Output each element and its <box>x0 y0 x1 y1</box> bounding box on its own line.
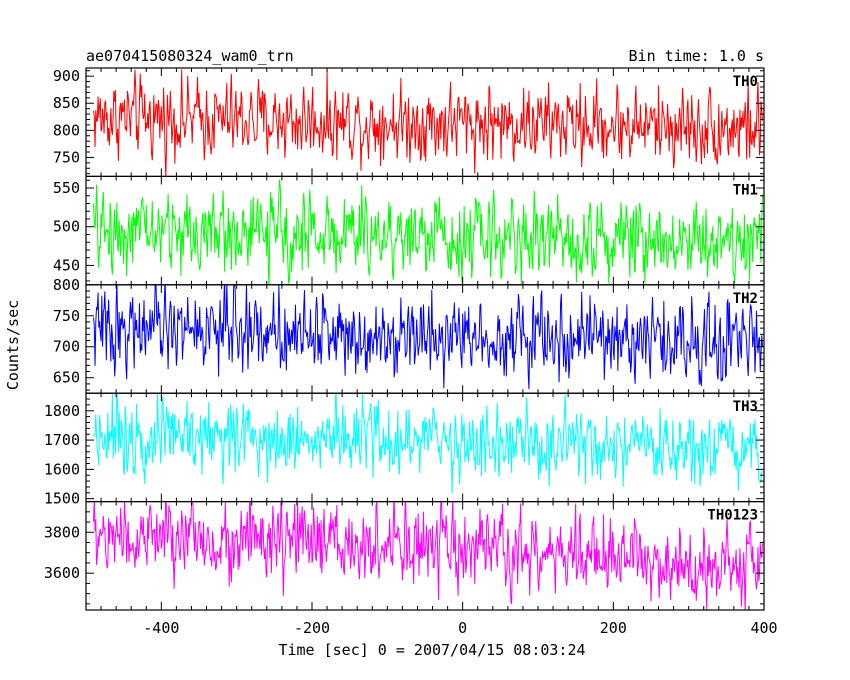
series-line-th3 <box>93 393 763 494</box>
panel-th1: 450 500 550 TH1 <box>53 175 765 286</box>
series-line-th0 <box>93 69 763 177</box>
series-label-th0: TH0 <box>733 74 758 90</box>
x-tick-label: 400 <box>750 619 777 637</box>
y-tick-label: 550 <box>53 179 80 197</box>
panel-frame-th0123 <box>85 501 765 611</box>
y-tick-label: 500 <box>53 218 80 236</box>
x-tick-label: -200 <box>294 619 330 637</box>
panel-th0123: 3600 3800 TH0123 <box>44 501 765 611</box>
y-tick-label: 800 <box>53 276 80 294</box>
series-label-th3: TH3 <box>733 399 758 415</box>
panel-th2: 650 700 750 800 TH2 <box>53 276 765 394</box>
series-label-th1: TH1 <box>733 182 758 198</box>
y-tick-label: 850 <box>53 94 80 112</box>
y-tick-label: 750 <box>53 148 80 166</box>
y-tick-label: 1600 <box>44 460 80 478</box>
panels: 750 800 850 900 TH0 450 500 550 TH1 650 700 750 800 T… <box>44 67 765 611</box>
series-line-th1 <box>93 179 763 285</box>
x-axis-title: Time [sec] 0 = 2007/04/15 08:03:24 <box>278 641 585 659</box>
x-tick-label: -400 <box>143 619 179 637</box>
series-label-th0123: TH0123 <box>707 508 758 524</box>
series-label-th2: TH2 <box>733 291 758 307</box>
y-tick-label: 450 <box>53 256 80 274</box>
panel-th3: 1500 1600 1700 1800 TH3 <box>44 392 765 508</box>
chart-title: ae070415080324_wam0_trn <box>86 47 294 65</box>
panel-th0: 750 800 850 900 TH0 <box>53 67 765 178</box>
y-tick-label: 3600 <box>44 564 80 582</box>
bin-time-label: Bin time: 1.0 s <box>629 47 764 65</box>
y-tick-label: 1700 <box>44 431 80 449</box>
x-axis: -400 -200 0 200 400 <box>143 619 777 637</box>
y-tick-label: 1800 <box>44 402 80 420</box>
series-line-th0123 <box>93 501 763 611</box>
y-tick-label: 3800 <box>44 523 80 541</box>
x-tick-label: 0 <box>458 619 467 637</box>
series-line-th2 <box>93 284 763 390</box>
x-tick-label: 200 <box>600 619 627 637</box>
y-tick-label: 650 <box>53 369 80 387</box>
y-axis-title: Counts/sec <box>4 300 22 390</box>
y-tick-label: 1500 <box>44 490 80 508</box>
y-tick-label: 700 <box>53 338 80 356</box>
y-tick-label: 750 <box>53 307 80 325</box>
y-tick-label: 900 <box>53 67 80 85</box>
y-tick-label: 800 <box>53 121 80 139</box>
